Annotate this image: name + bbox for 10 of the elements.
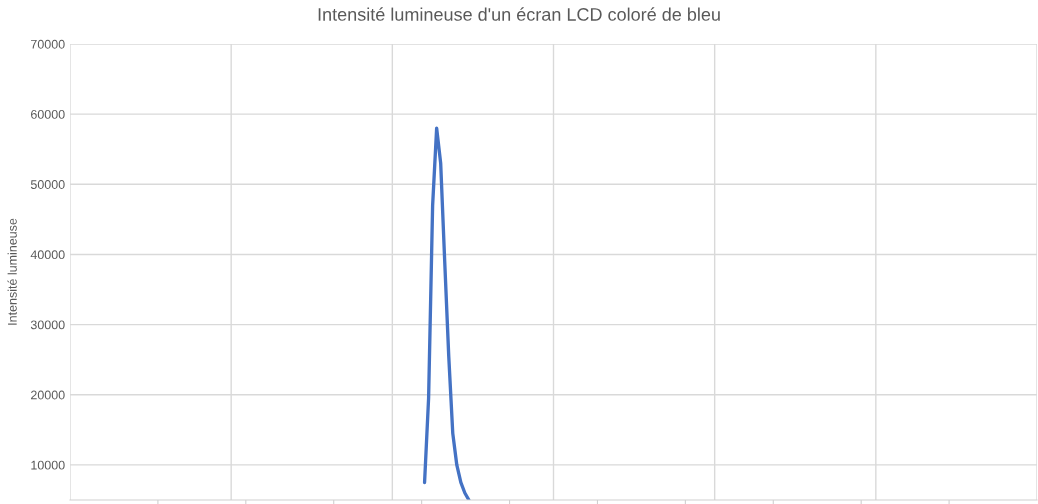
- y-tick-label: 50000: [30, 180, 65, 189]
- y-tick-label: 30000: [30, 320, 65, 330]
- y-tick-label: 20000: [31, 390, 65, 400]
- y-tick-label: 60000: [31, 109, 65, 119]
- line-series: [422, 126, 471, 500]
- y-tick-label: 70000: [31, 39, 65, 49]
- y-tick-label: 10000: [31, 460, 65, 470]
- y-axis-title: Intensité lumineuse: [7, 218, 17, 325]
- chart-title: Intensité lumineuse d'un écran LCD coloré de bleu: [318, 7, 720, 21]
- y-tick-label: 40000: [30, 250, 65, 260]
